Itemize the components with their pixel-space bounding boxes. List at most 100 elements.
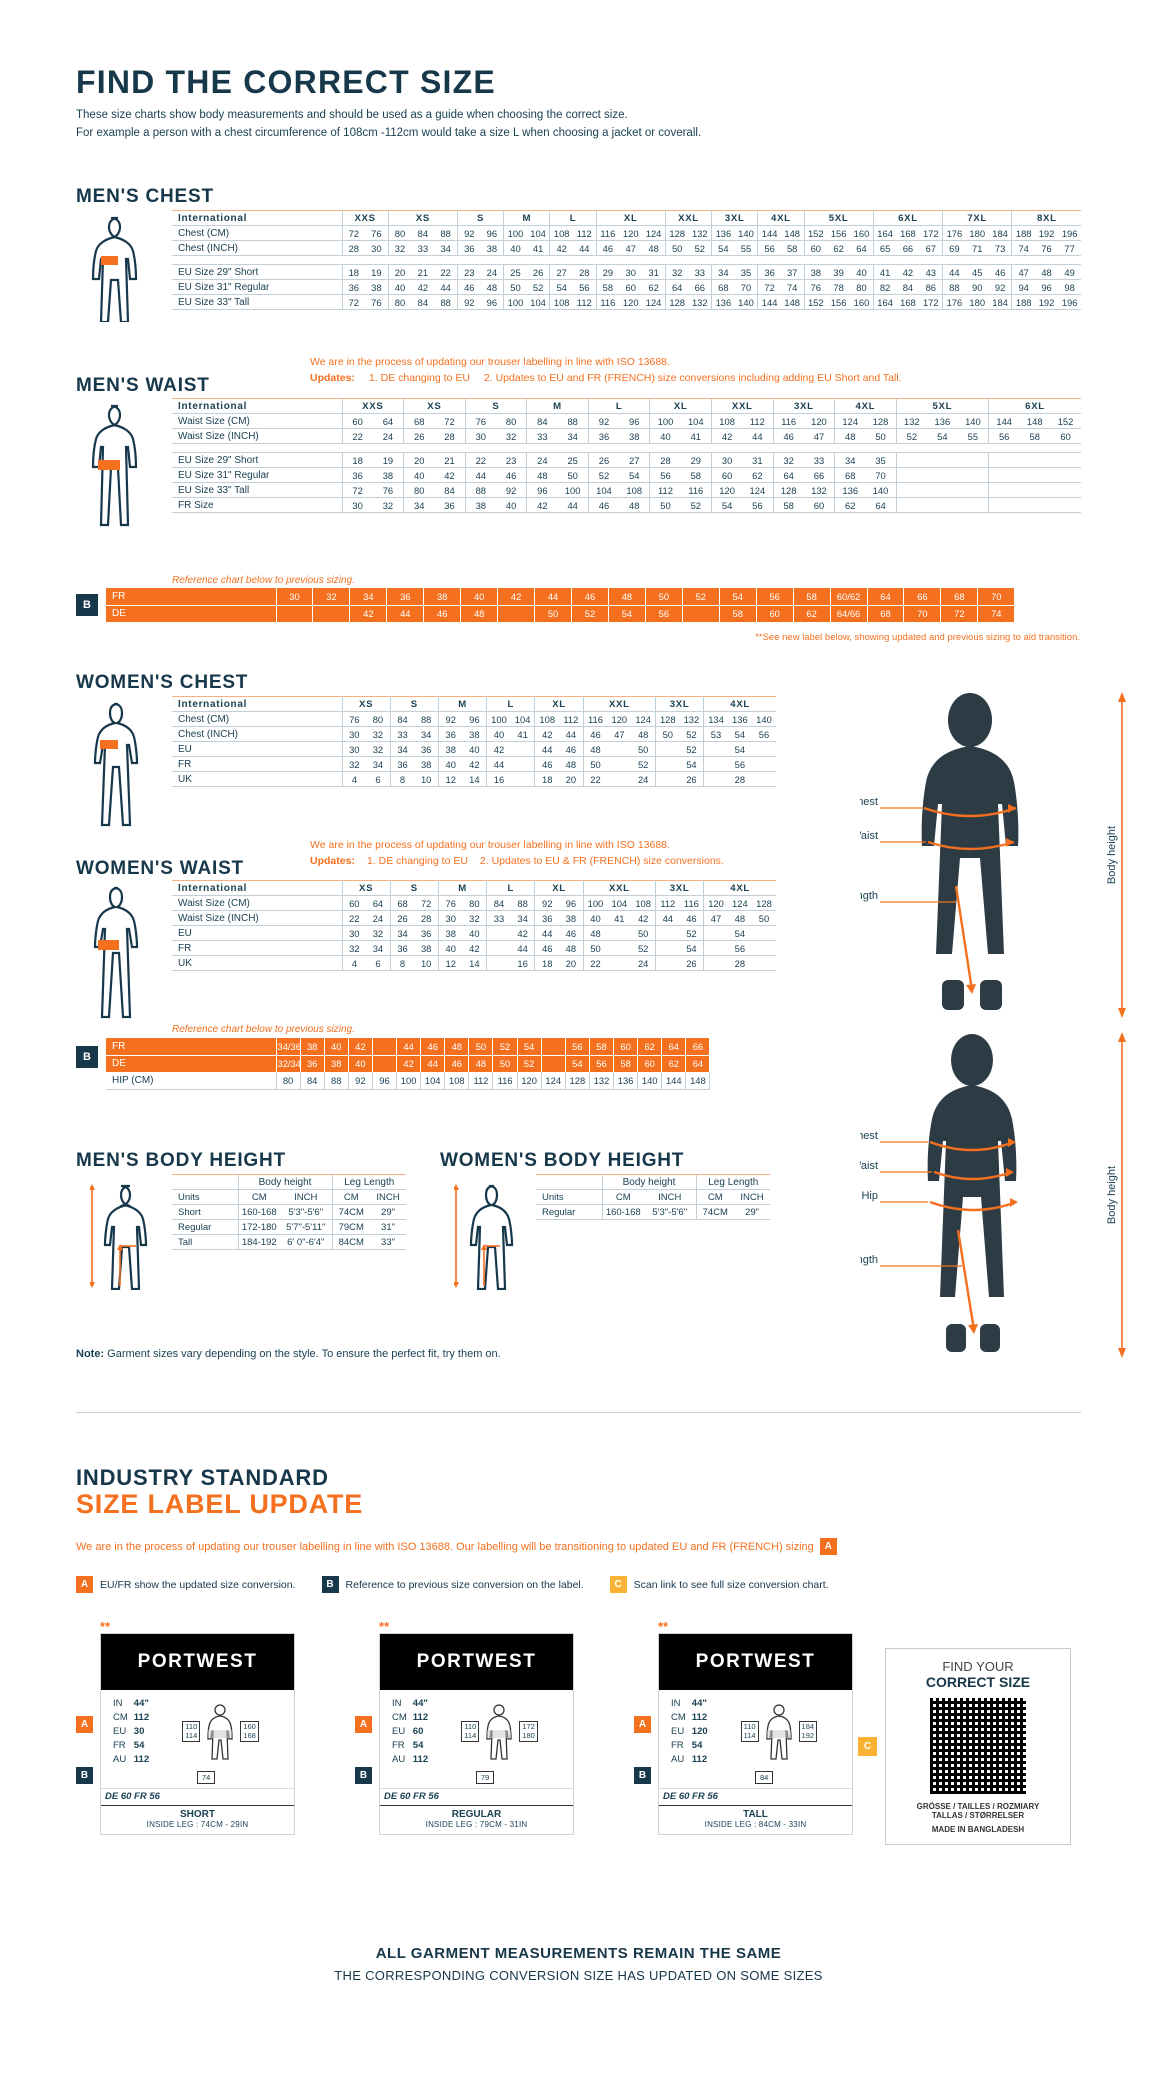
spec-value: 112 bbox=[412, 1753, 429, 1765]
cell: 32 bbox=[366, 741, 391, 757]
cell: 42 bbox=[526, 497, 558, 513]
qr-footer-1: GRÖSSE / TAILLES / ROZMIARY bbox=[916, 1802, 1040, 1811]
cell: 18 bbox=[341, 264, 366, 280]
cell: 50 bbox=[631, 925, 656, 941]
row-label: EU Size 33" Tall bbox=[172, 294, 343, 310]
cell: 44 bbox=[654, 910, 680, 926]
male-model-illustration: Chest Waist Leg Length Body height bbox=[823, 690, 1140, 1020]
unit-cell: CM bbox=[695, 1189, 735, 1205]
qr-card[interactable]: FIND YOUR CORRECT SIZE GRÖSSE / TAILLES … bbox=[885, 1648, 1071, 1845]
cell: 140 bbox=[734, 225, 758, 241]
cell: 112 bbox=[572, 225, 597, 241]
cell: 42 bbox=[434, 467, 466, 483]
cell: 108 bbox=[631, 895, 656, 911]
cell: 40 bbox=[324, 1038, 349, 1055]
cell bbox=[895, 482, 989, 498]
cell: 52 bbox=[571, 604, 609, 622]
badge-a-card: A bbox=[634, 1716, 651, 1733]
cell: 5'3"-5'6" bbox=[644, 1204, 697, 1220]
cell: 144 bbox=[988, 413, 1020, 429]
cell: 22 bbox=[464, 452, 496, 468]
cell: 4 bbox=[341, 771, 367, 787]
cell bbox=[372, 1038, 398, 1055]
cell: 66 bbox=[688, 279, 712, 295]
cell: 38 bbox=[803, 264, 828, 280]
spec-row: CM 112 bbox=[390, 1712, 430, 1724]
cell: 28 bbox=[341, 240, 366, 256]
cell: 31 bbox=[742, 452, 774, 468]
height-group-header: Body height Leg Length bbox=[172, 1174, 407, 1190]
table-spacer bbox=[172, 255, 1082, 265]
cell: 34 bbox=[510, 910, 535, 926]
cell: 50 bbox=[582, 940, 608, 956]
cell: 26 bbox=[403, 428, 435, 444]
cell: 42 bbox=[396, 1054, 422, 1072]
cell: 104 bbox=[587, 482, 620, 498]
cell: 64 bbox=[867, 588, 905, 605]
female-torso-figure-icon bbox=[93, 702, 139, 827]
cell: 124 bbox=[727, 895, 752, 911]
row-label: FR bbox=[106, 1038, 277, 1055]
cell: 104 bbox=[680, 413, 712, 429]
cell: 124 bbox=[631, 711, 656, 727]
womens-height-title: WOMEN'S BODY HEIGHT bbox=[440, 1150, 685, 1171]
cell: Regular bbox=[172, 1219, 239, 1235]
cell: 41 bbox=[607, 910, 632, 926]
cell: 47 bbox=[619, 240, 643, 256]
cell: 108 bbox=[444, 1072, 470, 1090]
row-label: UK bbox=[172, 955, 343, 971]
cell: 54 bbox=[679, 940, 704, 956]
cell: 36 bbox=[389, 940, 415, 956]
spec-key: EU bbox=[392, 1725, 406, 1737]
cell: 104 bbox=[607, 895, 632, 911]
cell: 160 bbox=[850, 225, 874, 241]
cell: 148 bbox=[780, 294, 804, 310]
cell: 24 bbox=[526, 452, 558, 468]
cell: 40 bbox=[486, 726, 511, 742]
cell: 98 bbox=[1058, 279, 1082, 295]
cell: 36 bbox=[757, 264, 781, 280]
cell: 77 bbox=[1058, 240, 1082, 256]
cell: 8 bbox=[389, 955, 415, 971]
cell: 34 bbox=[366, 940, 391, 956]
cell: 32 bbox=[664, 264, 689, 280]
cell: 44 bbox=[557, 497, 589, 513]
cell bbox=[751, 741, 777, 757]
cell: 55 bbox=[957, 428, 989, 444]
badge-a-inline: A bbox=[819, 1538, 837, 1555]
cell: 46 bbox=[571, 588, 609, 605]
cell: 38 bbox=[437, 741, 463, 757]
cell bbox=[654, 741, 680, 757]
fit-sub: INSIDE LEG : 84CM - 33IN bbox=[704, 1820, 807, 1830]
size-header-l: L bbox=[486, 880, 535, 896]
cell: 56 bbox=[742, 497, 774, 513]
cell: 46 bbox=[534, 940, 560, 956]
cell: 32 bbox=[341, 940, 367, 956]
leg-length-box: 84 bbox=[755, 1771, 774, 1785]
cell: 140 bbox=[734, 294, 758, 310]
cell bbox=[486, 955, 511, 971]
waist-box: 110 114 bbox=[740, 1721, 759, 1742]
cell bbox=[654, 955, 680, 971]
cell bbox=[988, 467, 1081, 483]
row-label: EU bbox=[172, 741, 343, 757]
cell: 44 bbox=[510, 940, 535, 956]
label-brand-bar: PORTWEST bbox=[101, 1634, 294, 1690]
cell: 58 bbox=[595, 279, 620, 295]
cell bbox=[372, 1054, 398, 1072]
cell: 33 bbox=[411, 240, 435, 256]
cell: 52 bbox=[679, 925, 704, 941]
cell: 46 bbox=[534, 756, 560, 772]
spec-value: 54 bbox=[691, 1739, 703, 1751]
qr-code-image[interactable] bbox=[930, 1698, 1026, 1794]
cell: 41 bbox=[680, 428, 712, 444]
cell: 54 bbox=[727, 726, 752, 742]
cell: 140 bbox=[637, 1072, 663, 1090]
cell: 152 bbox=[803, 225, 828, 241]
mens-waist-reference-table: FR 30 32 34 36 38 40 42 44 46 48 50 52 54 56 58 60/62 64 6… bbox=[106, 588, 1016, 622]
cell: 36 bbox=[389, 756, 415, 772]
size-header-m: M bbox=[437, 696, 487, 712]
cell: 96 bbox=[526, 482, 558, 498]
cell bbox=[510, 756, 535, 772]
badge-a-card: A bbox=[76, 1716, 93, 1733]
